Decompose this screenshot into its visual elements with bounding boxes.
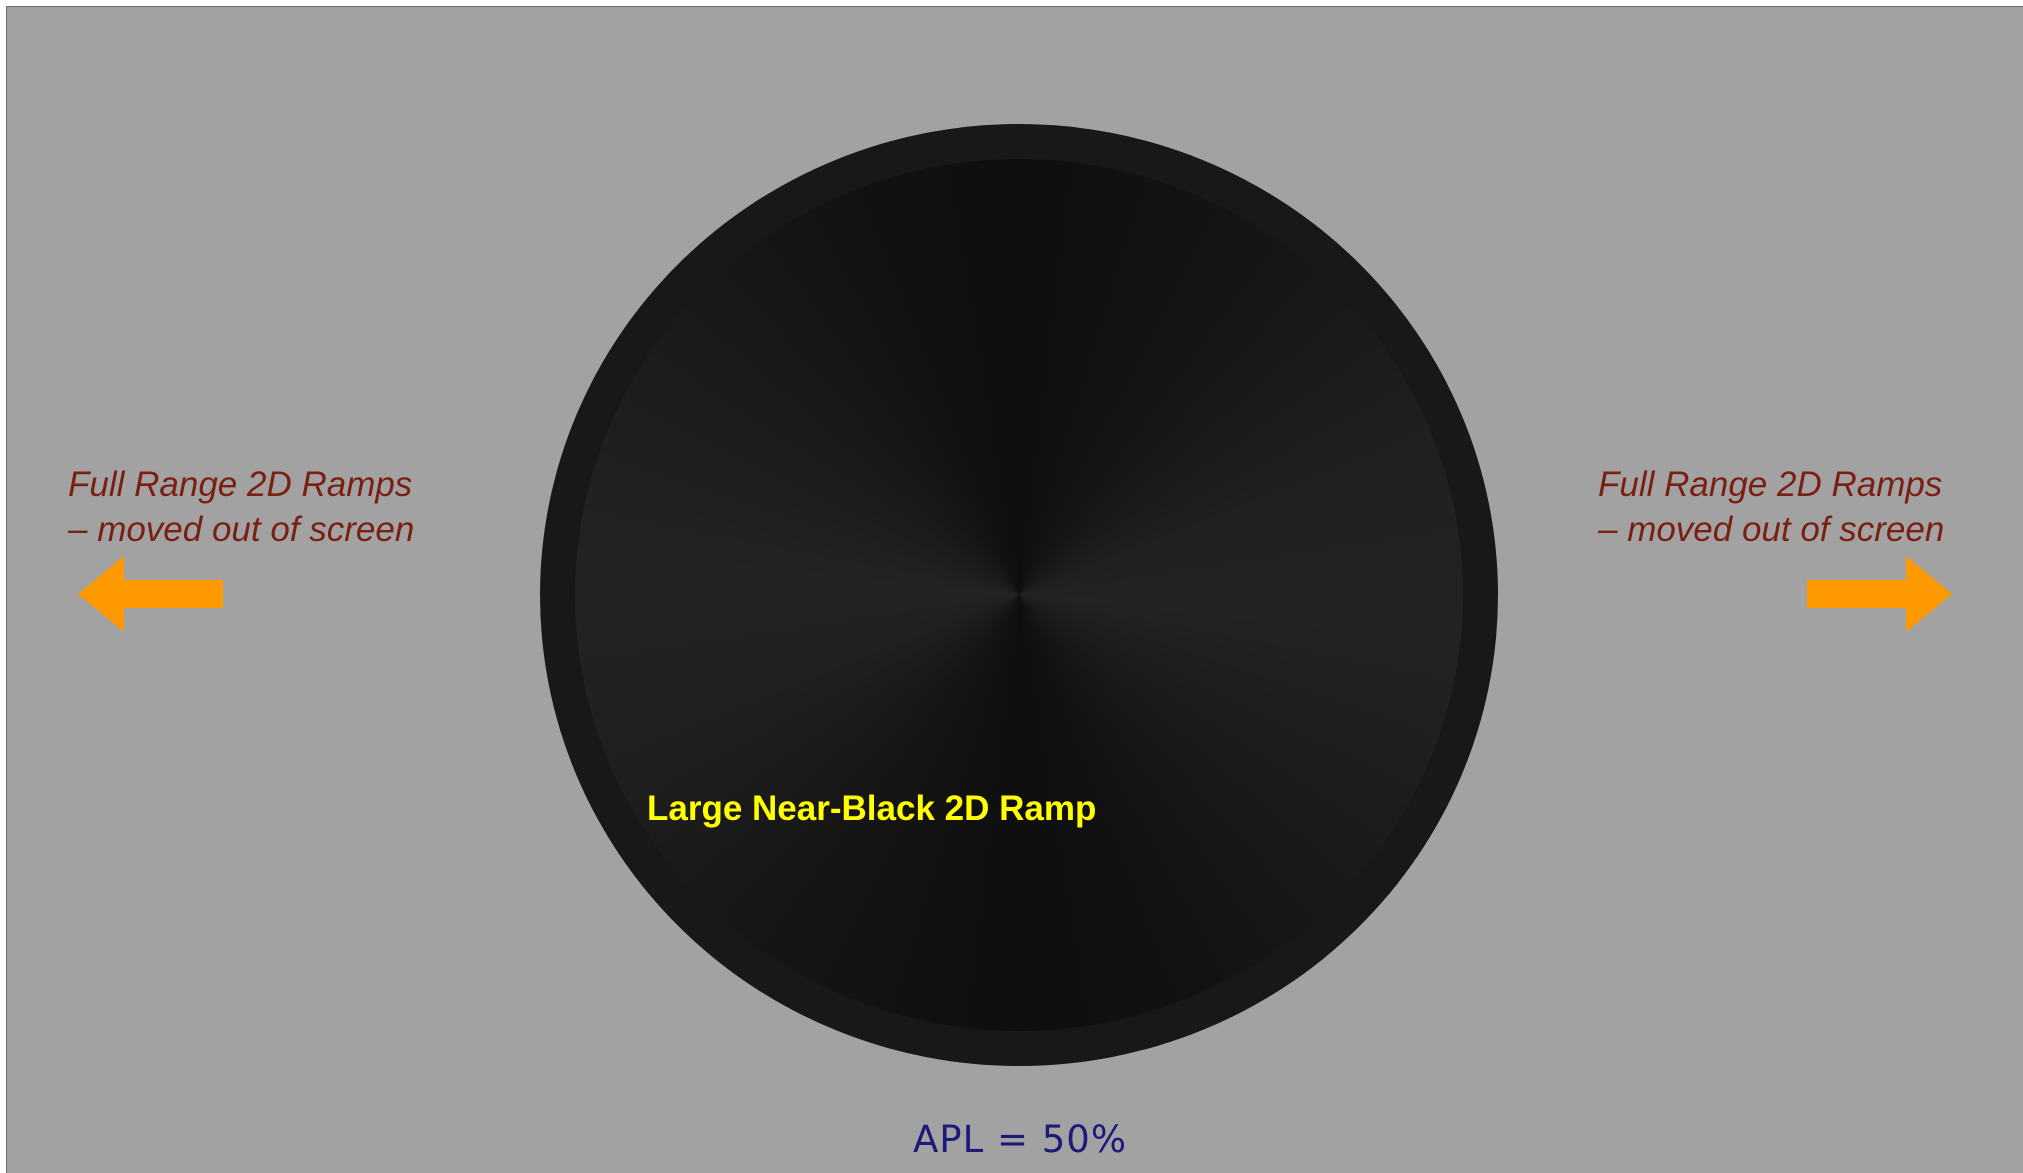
right-caption-line1: Full Range 2D Ramps: [1598, 465, 1943, 504]
left-caption-line1: Full Range 2D Ramps: [68, 465, 413, 504]
arrow-left-icon: [78, 556, 223, 632]
apl-label: APL = 50%: [913, 1118, 1127, 1161]
near-black-2d-ramp: [575, 159, 1463, 1031]
left-caption-line2: – moved out of screen: [68, 510, 415, 549]
right-caption: Full Range 2D Ramps – moved out of scree…: [1598, 462, 1944, 552]
left-caption: Full Range 2D Ramps – moved out of scree…: [68, 462, 414, 552]
ramp-label: Large Near-Black 2D Ramp: [647, 789, 1097, 828]
right-caption-line2: – moved out of screen: [1598, 510, 1945, 549]
arrow-right-icon: [1807, 556, 1952, 632]
test-pattern-screen: Full Range 2D Ramps – moved out of scree…: [6, 6, 2023, 1173]
